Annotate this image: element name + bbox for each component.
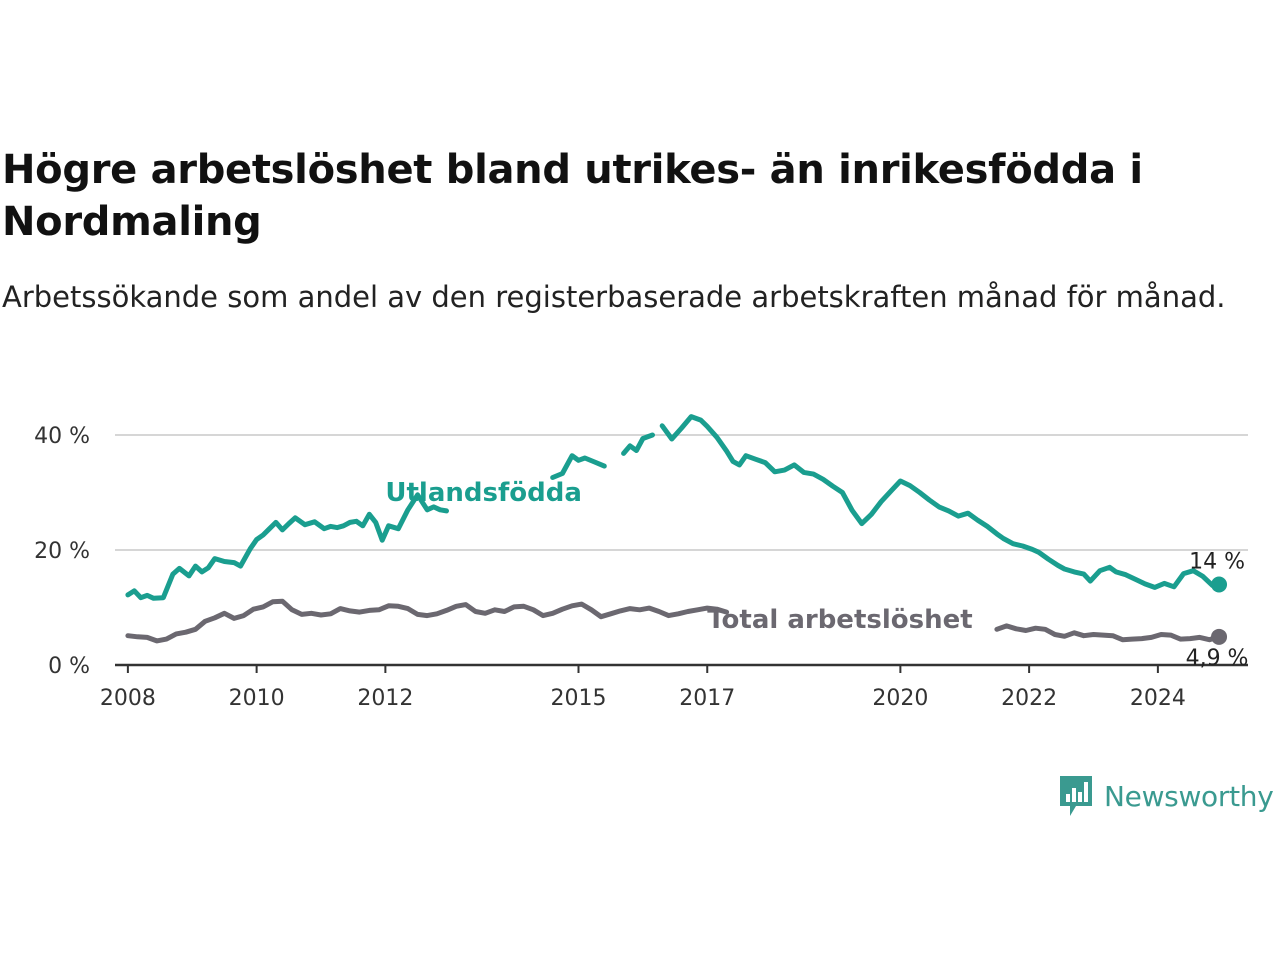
end-value-label: 14 % (1189, 550, 1245, 575)
y-tick-label: 0 % (48, 654, 90, 679)
series-line (994, 623, 1222, 643)
x-tick-label: 2017 (679, 686, 735, 711)
end-point-marker (1211, 628, 1228, 645)
x-axis: 2008 2010 2012 2015 2017 2020 2022 2024 (100, 663, 1248, 711)
gridlines (115, 434, 1248, 551)
x-tick-label: 2012 (357, 686, 413, 711)
series-line (125, 492, 449, 601)
series-name-label: Total arbetslöshet (707, 605, 972, 635)
y-tick-label: 40 % (34, 424, 90, 449)
series-lines (125, 414, 1228, 645)
series-line (550, 453, 607, 480)
x-tick-label: 2022 (1001, 686, 1057, 711)
newsworthy-logo-icon (1060, 776, 1092, 816)
x-tick-label: 2010 (229, 686, 285, 711)
x-tick-label: 2020 (872, 686, 928, 711)
y-tick-label: 20 % (34, 539, 90, 564)
brand-name: Newsworthy (1104, 779, 1274, 813)
end-point-marker (1211, 576, 1228, 593)
chart-title: Högre arbetslöshet bland utrikes- än inr… (2, 147, 1143, 245)
end-value-label: 4,9 % (1186, 646, 1249, 671)
x-tick-label: 2008 (100, 686, 156, 711)
x-tick-label: 2024 (1130, 686, 1186, 711)
series-line (659, 414, 1222, 590)
x-tick-label: 2015 (551, 686, 607, 711)
series-name-label: Utlandsfödda (385, 478, 582, 508)
chart-subtitle: Arbetssökande som andel av den registerb… (2, 280, 1226, 314)
series-labels: 14 % Utlandsfödda 4,9 % Total arbetslöshet (385, 478, 1248, 671)
series-line (125, 598, 730, 644)
y-axis-ticks: 0 % 20 % 40 % (34, 424, 90, 679)
series-line (621, 432, 655, 456)
newsworthy-brand: Newsworthy (1058, 772, 1274, 820)
line-chart: 0 % 20 % 40 % 2008 2010 2012 2015 2017 2020 2022… (34, 414, 1248, 711)
